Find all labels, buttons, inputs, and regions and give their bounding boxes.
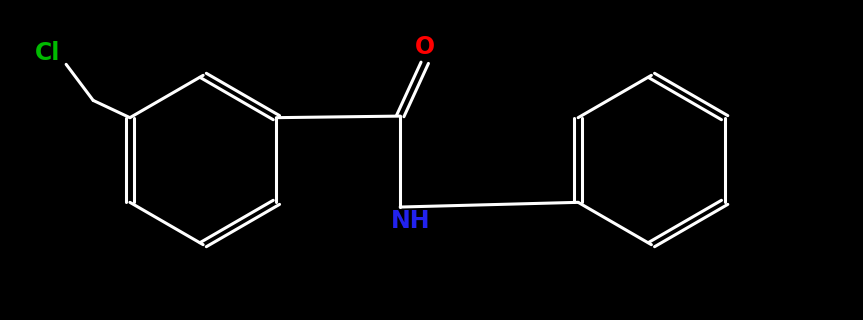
Text: O: O (415, 35, 435, 59)
Text: NH: NH (391, 209, 430, 233)
Text: Cl: Cl (35, 41, 60, 65)
